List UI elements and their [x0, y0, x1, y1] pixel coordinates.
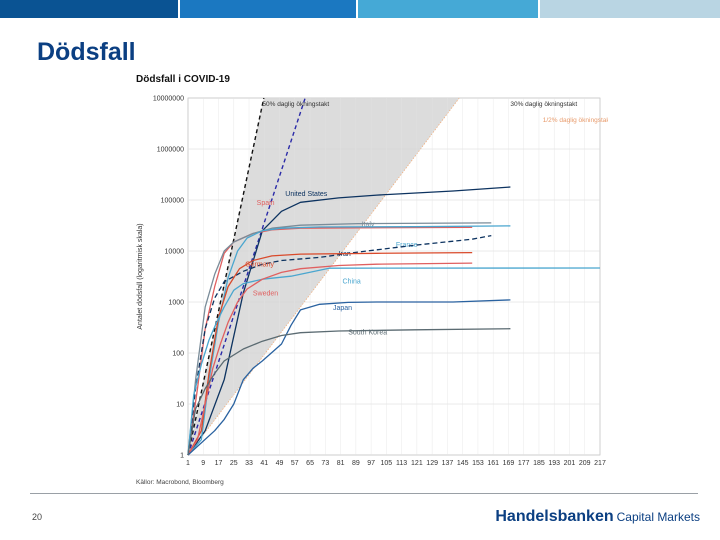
x-tick-label: 33 [245, 460, 253, 467]
x-tick-label: 65 [306, 460, 314, 467]
brand-name: Handelsbanken [495, 508, 614, 525]
series-line [187, 186, 511, 456]
x-tick-label: 81 [337, 460, 345, 467]
reference-line [187, 97, 265, 456]
x-tick-label: 49 [276, 460, 284, 467]
x-tick-label: 113 [396, 460, 407, 467]
series-line [187, 251, 473, 456]
series-line [187, 262, 473, 456]
y-tick-label: 1 [180, 453, 184, 460]
x-tick-label: 73 [321, 460, 329, 467]
series-label: United States [285, 191, 328, 198]
top-band-segment [358, 0, 538, 18]
x-tick-label: 201 [564, 460, 576, 467]
chart-title: Dödsfall i COVID-19 [136, 74, 230, 85]
x-tick-label: 145 [457, 460, 469, 467]
series-line [187, 222, 492, 456]
y-tick-label: 10000000 [153, 96, 184, 103]
x-tick-label: 209 [579, 460, 591, 467]
x-tick-label: 153 [472, 460, 484, 467]
x-tick-label: 41 [260, 460, 268, 467]
series-label: Germany [245, 261, 274, 268]
x-tick-label: 25 [230, 460, 238, 467]
x-tick-label: 97 [367, 460, 375, 467]
x-tick-label: 9 [201, 460, 205, 467]
y-tick-label: 10000 [165, 249, 185, 256]
x-tick-label: 177 [518, 460, 530, 467]
reference-line-label: 50% daglig ökningstakt [262, 101, 329, 108]
x-tick-label: 185 [533, 460, 545, 467]
x-tick-label: 121 [411, 460, 423, 467]
y-tick-label: 100000 [161, 198, 184, 205]
top-band-segment [180, 0, 356, 18]
series-line [187, 299, 511, 456]
y-tick-label: 100 [172, 351, 184, 358]
page-number: 20 [32, 512, 43, 522]
series-label: South Korea [348, 330, 387, 337]
x-tick-label: 193 [548, 460, 560, 467]
series-label: Iran [339, 251, 351, 258]
y-tick-label: 1000000 [157, 147, 184, 154]
x-tick-label: 89 [352, 460, 360, 467]
x-tick-label: 137 [442, 460, 454, 467]
brand-subtitle: Capital Markets [616, 510, 700, 524]
x-tick-label: 57 [291, 460, 299, 467]
series-line [187, 267, 601, 456]
x-tick-label: 169 [503, 460, 515, 467]
series-label: Italy [362, 222, 375, 229]
y-axis-label: Antalet dödsfall (logaritmisk skala) [137, 223, 144, 329]
slide-title: Dödsfall [37, 38, 136, 66]
reference-line-label: 30% daglig ökningstakt [510, 101, 577, 108]
y-tick-label: 1000 [168, 300, 184, 307]
x-tick-label: 217 [594, 460, 606, 467]
series-line [187, 234, 492, 456]
footer-divider [30, 493, 698, 494]
x-tick-label: 17 [215, 460, 223, 467]
x-tick-label: 105 [381, 460, 393, 467]
top-band-segment [540, 0, 720, 18]
covid-deaths-chart: Dödsfall i COVID-19 1 10 100 1000 10000 100000… [136, 74, 608, 486]
series-label: China [343, 279, 361, 286]
series-label: Spain [257, 200, 275, 207]
source-note: Källor: Macrobond, Bloomberg [136, 479, 224, 486]
top-band-segment [0, 0, 178, 18]
series-label: Japan [333, 305, 352, 312]
band-label: 1/2% daglig ökningstakt [543, 117, 608, 124]
series-label: Sweden [253, 290, 278, 297]
x-tick-label: 129 [426, 460, 438, 467]
brand-logo: Handelsbanken Capital Markets [495, 508, 700, 526]
series-line [187, 328, 511, 456]
y-tick-label: 10 [176, 402, 184, 409]
series-label: France [396, 242, 418, 249]
x-tick-label: 1 [186, 460, 190, 467]
x-tick-label: 161 [487, 460, 499, 467]
